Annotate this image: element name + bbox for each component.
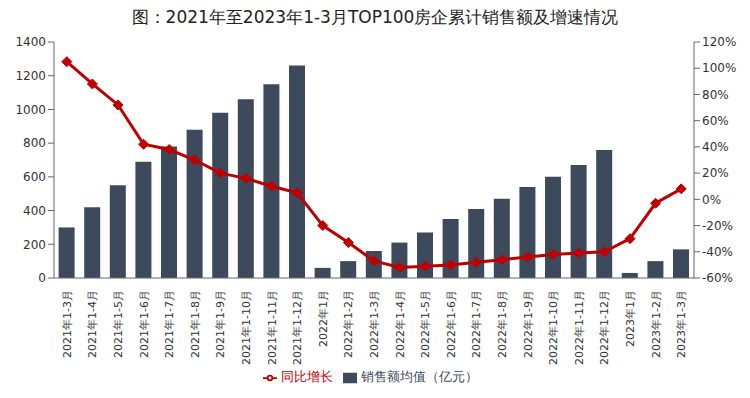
- svg-text:2023年1-2月: 2023年1-2月: [650, 290, 663, 358]
- svg-text:120%: 120%: [702, 35, 736, 49]
- svg-text:2021年1-8月: 2021年1-8月: [189, 290, 202, 358]
- svg-text:2022年1-5月: 2022年1-5月: [419, 290, 432, 358]
- svg-text:2021年1-4月: 2021年1-4月: [86, 290, 99, 358]
- svg-text:2021年1-7月: 2021年1-7月: [163, 290, 176, 358]
- svg-text:0%: 0%: [702, 193, 721, 207]
- svg-text:80%: 80%: [702, 88, 729, 102]
- svg-text:2023年1月: 2023年1月: [624, 290, 637, 347]
- svg-text:2022年1-12月: 2022年1-12月: [598, 290, 611, 365]
- svg-text:2023年1-3月: 2023年1-3月: [675, 290, 688, 358]
- svg-text:200: 200: [23, 238, 46, 252]
- html-text:图：2021年至2023年1-3月TOP100房企累计销售额: 图：2021年至2023年1-3月TOP100房企累计销售额及增速情况: [131, 7, 619, 27]
- svg-text:20%: 20%: [702, 166, 729, 180]
- svg-text:800: 800: [23, 136, 46, 150]
- svg-text:60%: 60%: [702, 114, 729, 128]
- svg-text:1000: 1000: [15, 103, 46, 117]
- svg-text:-60%: -60%: [702, 271, 733, 285]
- svg-text:2022年1-4月: 2022年1-4月: [394, 290, 407, 358]
- svg-text:2022年1-2月: 2022年1-2月: [342, 290, 355, 358]
- svg-text:2021年1-11月: 2021年1-11月: [266, 290, 279, 365]
- svg-text:2022年1-10月: 2022年1-10月: [547, 290, 560, 365]
- svg-text:2022年1-11月: 2022年1-11月: [573, 290, 586, 365]
- svg-text:2021年1-12月: 2021年1-12月: [291, 290, 304, 365]
- svg-text:40%: 40%: [702, 140, 729, 154]
- svg-text:2022年1月: 2022年1月: [317, 290, 330, 347]
- svg-text:2022年1-8月: 2022年1-8月: [496, 290, 509, 358]
- svg-text:600: 600: [23, 170, 46, 184]
- svg-text:2021年1-6月: 2021年1-6月: [138, 290, 151, 358]
- svg-text:2021年1-5月: 2021年1-5月: [112, 290, 125, 358]
- svg-text:2022年1-3月: 2022年1-3月: [368, 290, 381, 358]
- svg-text:2022年1-9月: 2022年1-9月: [522, 290, 535, 358]
- svg-text:1400: 1400: [15, 35, 46, 49]
- svg-text:100%: 100%: [702, 61, 736, 75]
- svg-text:2021年1-9月: 2021年1-9月: [214, 290, 227, 358]
- html-text:同比增长: 同比增长: [280, 369, 333, 384]
- html-text:销售额均值（亿元）: 销售额均值（亿元）: [360, 369, 478, 384]
- svg-text:2021年1-3月: 2021年1-3月: [61, 290, 74, 358]
- svg-text:2022年1-6月: 2022年1-6月: [445, 290, 458, 358]
- svg-text:0: 0: [38, 271, 46, 285]
- svg-text:400: 400: [23, 204, 46, 218]
- svg-text:2022年1-7月: 2022年1-7月: [470, 290, 483, 358]
- svg-text:2021年1-10月: 2021年1-10月: [240, 290, 253, 365]
- svg-text:-40%: -40%: [702, 245, 733, 259]
- svg-text:-20%: -20%: [702, 219, 733, 233]
- svg-text:1200: 1200: [15, 69, 46, 83]
